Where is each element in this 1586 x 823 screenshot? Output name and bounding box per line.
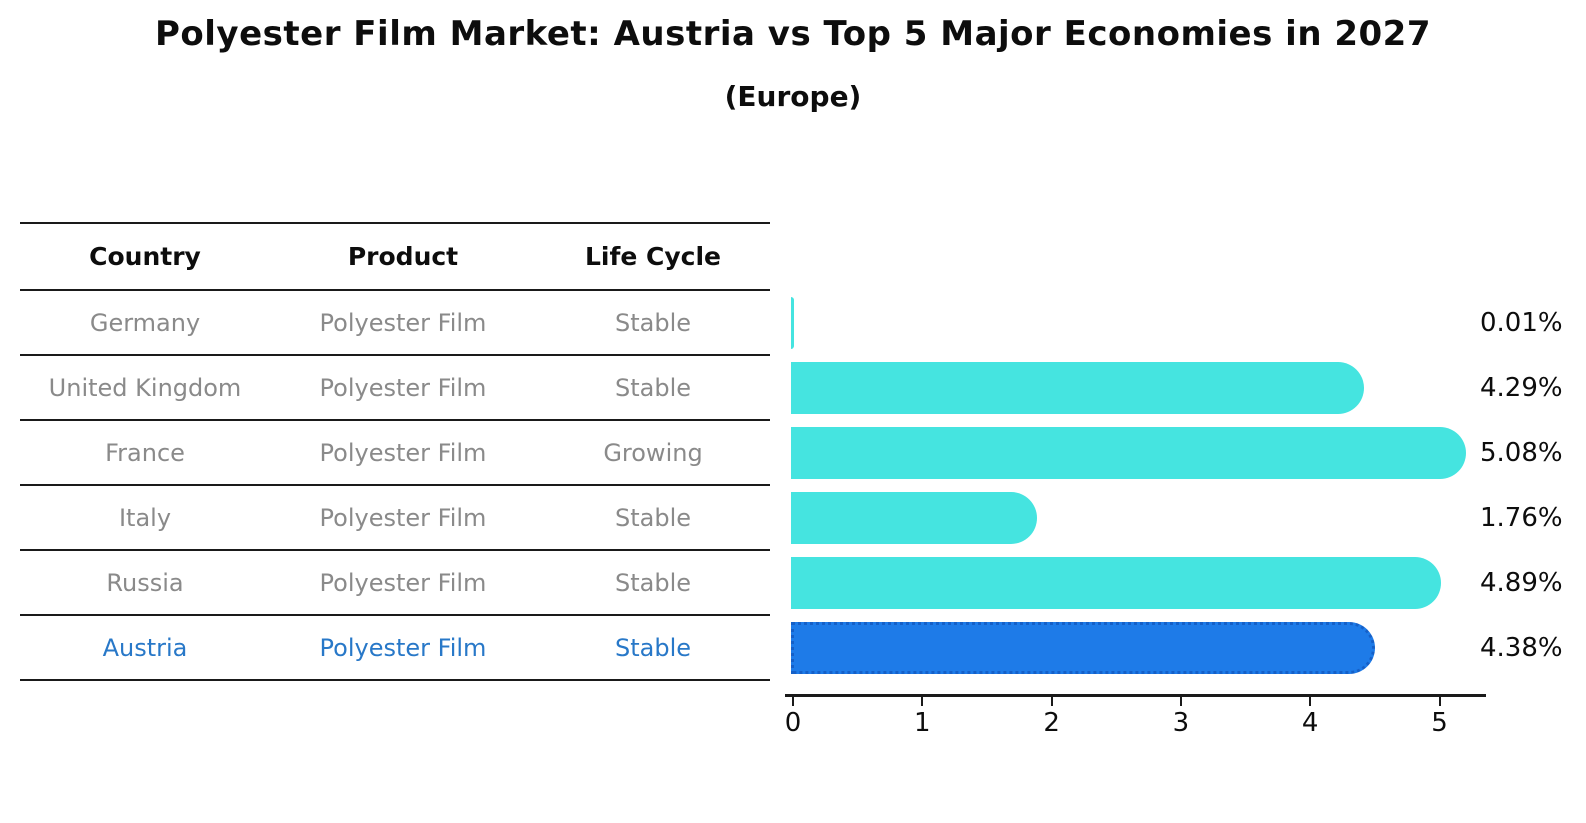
table-row-italy: Italy Polyester Film Stable [20, 486, 770, 551]
x-axis-tick-label: 1 [914, 708, 931, 738]
cell-country: Germany [89, 308, 201, 337]
x-axis-tick-label: 5 [1431, 708, 1448, 738]
value-label-united-kingdom: 4.29% [1480, 373, 1563, 403]
bar-france [791, 427, 1466, 479]
x-axis: 0 1 2 3 4 5 [785, 697, 1493, 747]
x-axis-tick [1179, 697, 1182, 706]
cell-country: Russia [106, 568, 184, 597]
cell-country: Italy [118, 503, 172, 532]
column-header-country: Country [89, 242, 201, 271]
cell-product: Polyester Film [319, 633, 487, 662]
bar-austria [791, 622, 1376, 674]
value-label-russia: 4.89% [1480, 568, 1563, 598]
cell-life-cycle: Stable [614, 308, 692, 337]
cell-life-cycle: Growing [603, 438, 703, 467]
bar-plot-area [791, 291, 1491, 681]
column-header-product: Product [347, 242, 459, 271]
chart-title: Polyester Film Market: Austria vs Top 5 … [155, 14, 1431, 54]
cell-life-cycle: Stable [614, 503, 692, 532]
x-axis-line [785, 694, 1486, 697]
cell-country: United Kingdom [48, 373, 242, 402]
table-row-austria: Austria Polyester Film Stable [20, 616, 770, 681]
value-label-italy: 1.76% [1480, 503, 1563, 533]
cell-product: Polyester Film [319, 438, 487, 467]
cell-life-cycle: Stable [614, 633, 692, 662]
cell-country: Austria [102, 633, 188, 662]
table-row-france: France Polyester Film Growing [20, 421, 770, 486]
value-label-france: 5.08% [1480, 438, 1563, 468]
bar-germany [791, 297, 794, 349]
x-axis-tick [792, 697, 794, 706]
x-axis-tick-label: 0 [784, 708, 802, 738]
bar-united-kingdom [791, 362, 1364, 414]
cell-product: Polyester Film [319, 568, 487, 597]
value-label-germany: 0.01% [1480, 308, 1563, 338]
table-header-row: Country Product Life Cycle [20, 222, 770, 291]
x-axis-tick-label: 4 [1301, 708, 1319, 738]
cell-life-cycle: Stable [614, 373, 692, 402]
cell-product: Polyester Film [319, 308, 487, 337]
x-axis-tick [1309, 697, 1312, 706]
cell-life-cycle: Stable [614, 568, 692, 597]
chart-subtitle: (Europe) [724, 80, 862, 113]
x-axis-tick-label: 2 [1043, 708, 1060, 738]
x-axis-tick [921, 697, 924, 706]
cell-product: Polyester Film [319, 373, 487, 402]
x-axis-tick [1438, 697, 1441, 706]
cell-country: France [105, 438, 185, 467]
table-row-united-kingdom: United Kingdom Polyester Film Stable [20, 356, 770, 421]
comparison-table: Country Product Life Cycle Germany Polye… [20, 222, 770, 681]
x-axis-tick [1050, 697, 1053, 706]
table-row-germany: Germany Polyester Film Stable [20, 291, 770, 356]
table-row-russia: Russia Polyester Film Stable [20, 551, 770, 616]
value-label-austria: 4.38% [1480, 633, 1563, 663]
bar-russia [791, 557, 1442, 609]
bar-italy [791, 492, 1037, 544]
x-axis-tick-label: 3 [1172, 708, 1190, 738]
column-header-life-cycle: Life Cycle [584, 242, 722, 271]
cell-product: Polyester Film [319, 503, 487, 532]
